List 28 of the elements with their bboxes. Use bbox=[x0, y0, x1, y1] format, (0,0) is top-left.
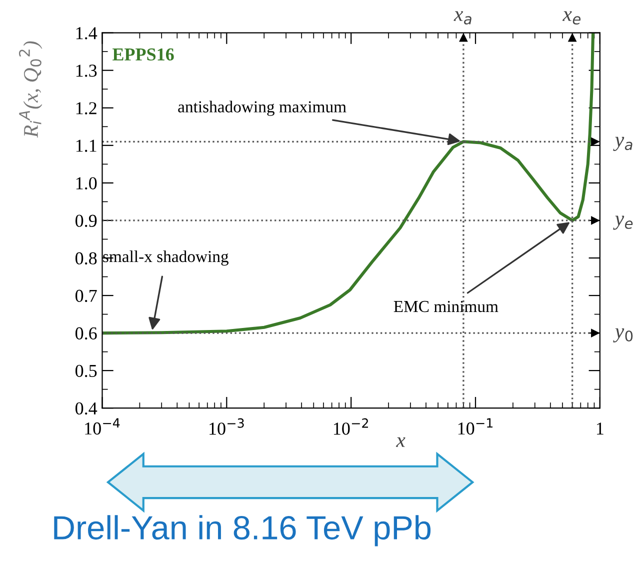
y-tick-label: 1.2 bbox=[76, 102, 96, 114]
y-tick-label: 0.7 bbox=[75, 290, 97, 302]
y-tick-label: 1.4 bbox=[76, 27, 98, 40]
y-axis-title: R$_{i}$$^{A}$(x, Q$_{0}$$^{2}$) bbox=[18, 41, 42, 138]
y-tick-label: 0.5 bbox=[75, 364, 97, 378]
x-tick-label: 10$^{−3}$ bbox=[210, 418, 244, 435]
ref-line-label: y$_{e}$ bbox=[613, 216, 633, 230]
y-tick-label: 1.3 bbox=[76, 64, 97, 77]
y-tick-label: 1.1 bbox=[76, 140, 96, 152]
annotation: small-x shadowing bbox=[103, 250, 229, 266]
y-tick-label: 0.6 bbox=[75, 327, 97, 340]
ref-line-label: x$_{e}$ bbox=[562, 11, 581, 24]
y-tick-label: 0.4 bbox=[75, 402, 98, 415]
annotation: EMC minimum bbox=[394, 300, 498, 312]
x-tick-label: 10$^{−1}$ bbox=[458, 418, 493, 435]
ref-line-label: x$_{a}$ bbox=[454, 11, 472, 24]
x-tick-label: 10$^{−4}$ bbox=[85, 418, 120, 435]
ref-line-label: y$_{a}$ bbox=[613, 136, 632, 151]
ref-line-label: y$_{0}$ bbox=[613, 328, 633, 342]
y-tick-label: 0.9 bbox=[75, 214, 97, 227]
text: Drell-Yan in 8.16 TeV pPb bbox=[54, 515, 431, 546]
annotation: antishadowing maximum bbox=[178, 100, 346, 116]
x-tick-label: 1 bbox=[596, 422, 604, 435]
text: EPPS16 bbox=[112, 48, 174, 61]
y-tick-label: 0.8 bbox=[75, 252, 97, 265]
x-tick-label: 10$^{−2}$ bbox=[334, 418, 368, 435]
y-tick-label: 1.0 bbox=[76, 177, 97, 190]
x-axis-title: x bbox=[396, 437, 406, 447]
